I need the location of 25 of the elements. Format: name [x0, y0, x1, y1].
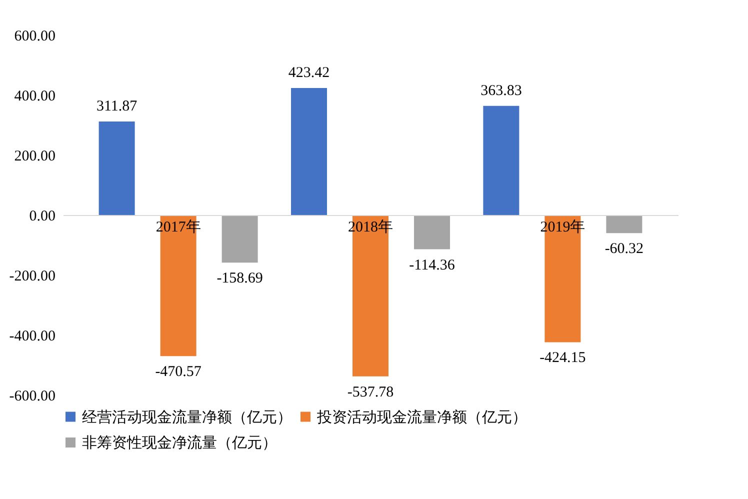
data-label: -470.57	[155, 364, 202, 380]
bar	[414, 215, 450, 250]
bar	[222, 215, 258, 263]
y-tick-label: -400.00	[9, 328, 56, 344]
legend-label: 非筹资性现金净流量（亿元）	[82, 434, 277, 452]
y-tick-label: -200.00	[9, 268, 56, 284]
y-tick-label: -600.00	[9, 388, 56, 404]
data-label: -537.78	[347, 384, 394, 400]
legend-label: 经营活动现金流量净额（亿元）	[82, 408, 292, 426]
bar	[98, 121, 135, 215]
data-label: -60.32	[604, 241, 644, 258]
legend-label: 投资活动现金流量净额（亿元）	[316, 408, 527, 426]
y-tick-label: 0.00	[29, 208, 56, 224]
bar	[291, 88, 327, 215]
y-tick-label: 600.00	[14, 28, 56, 44]
bar	[483, 106, 520, 215]
data-label: -114.36	[409, 257, 456, 274]
data-label: 363.83	[480, 82, 522, 99]
y-tick-label: 400.00	[14, 88, 56, 104]
y-tick-label: 200.00	[14, 148, 56, 164]
data-label: 311.87	[96, 98, 138, 114]
bar	[606, 215, 642, 234]
data-label: -158.69	[216, 270, 263, 287]
data-label: -424.15	[540, 350, 586, 366]
data-label: 423.42	[288, 64, 330, 81]
